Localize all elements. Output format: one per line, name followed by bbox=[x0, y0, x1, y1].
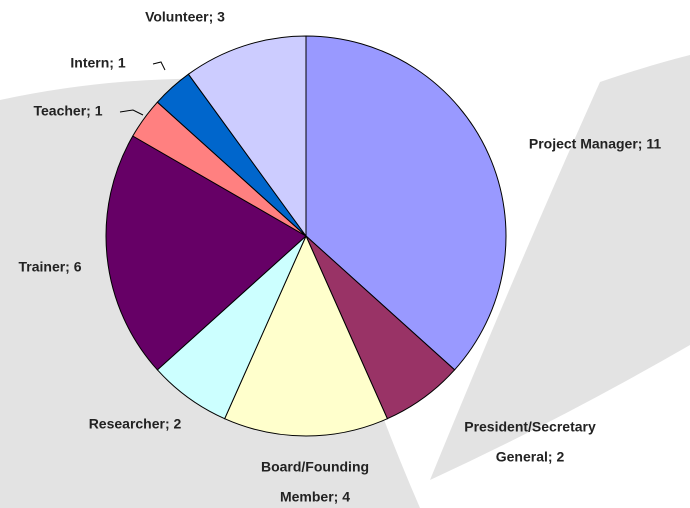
background-shape bbox=[430, 55, 690, 480]
pie-slice bbox=[187, 35, 307, 238]
data-label: Trainer; 6 bbox=[18, 259, 81, 275]
pie-slice bbox=[305, 35, 507, 371]
leader-line bbox=[119, 109, 144, 116]
data-label: Member; 4 bbox=[280, 489, 350, 505]
data-label: General; 2 bbox=[496, 449, 565, 465]
data-label: President/Secretary bbox=[464, 419, 596, 435]
data-label: Board/Founding bbox=[261, 459, 369, 475]
data-label: Volunteer; 3 bbox=[145, 9, 225, 25]
leader-line bbox=[152, 61, 166, 71]
data-label: Intern; 1 bbox=[70, 55, 125, 71]
data-label: Project Manager; 11 bbox=[529, 136, 661, 152]
data-label: Researcher; 2 bbox=[89, 416, 182, 432]
data-label: Teacher; 1 bbox=[34, 103, 103, 119]
pie-slice bbox=[223, 234, 389, 437]
pie-slice bbox=[105, 135, 307, 371]
